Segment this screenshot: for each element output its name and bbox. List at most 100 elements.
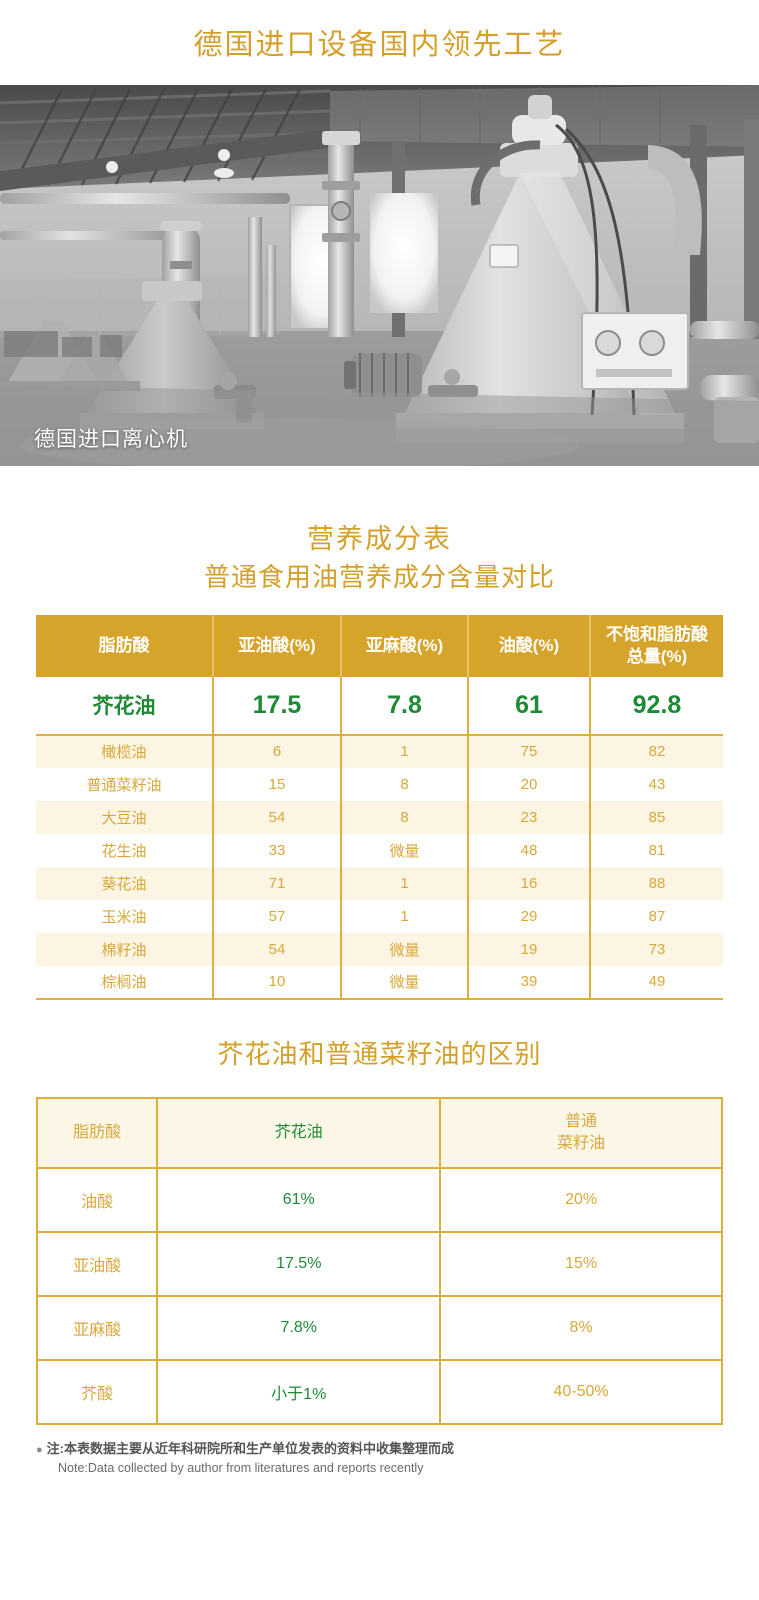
cell-linolenic: 1: [340, 899, 468, 933]
cell-canola-value: 7.8%: [156, 1294, 442, 1361]
factory-photo: 德国进口离心机: [0, 84, 759, 466]
footnote-chinese-text: 注:本表数据主要从近年科研院所和生产单位发表的资料中收集整理而成: [46, 1440, 454, 1456]
cell-oleic: 75: [467, 734, 590, 768]
compare-section-title: 芥花油和普通菜籽油的区别: [217, 1038, 542, 1069]
table-row: 花生油 33 微量 48 81: [36, 833, 723, 867]
footnote-chinese: ● 注:本表数据主要从近年科研院所和生产单位发表的资料中收集整理而成: [36, 1439, 723, 1459]
cell-linolenic: 1: [340, 734, 468, 768]
cell-linoleic: 54: [212, 800, 341, 834]
cell-unsaturated-total: 49: [589, 965, 723, 1000]
cell-canola-value: 61%: [156, 1166, 442, 1233]
cell-oil-name: 葵花油: [36, 866, 213, 900]
col-header-unsaturated-line1: 不饱和脂肪酸: [606, 625, 708, 645]
table-row: 大豆油 54 8 23 85: [36, 800, 723, 834]
compare-table: 脂肪酸 芥花油 普通 菜籽油 油酸 61% 20% 亚油酸 17.5%: [35, 1096, 723, 1425]
factory-centrifuge-illustration: [0, 84, 759, 466]
cell-linoleic: 15: [212, 767, 341, 801]
cell-fatty-acid-name: 芥酸: [35, 1358, 159, 1425]
cell-canola-value: 小于1%: [156, 1358, 442, 1425]
cell-oil-name: 普通菜籽油: [36, 767, 213, 801]
table-row: 亚麻酸 7.8% 8%: [35, 1294, 723, 1361]
page-title: 德国进口设备国内领先工艺: [193, 29, 566, 61]
cell-linoleic: 33: [212, 833, 341, 867]
cell-unsaturated-total: 88: [589, 866, 723, 900]
table-header-row: 脂肪酸 芥花油 普通 菜籽油: [35, 1096, 723, 1169]
cell-linoleic: 10: [212, 965, 341, 1000]
cell-fatty-acid-name: 油酸: [35, 1166, 159, 1233]
table-row: 普通菜籽油 15 8 20 43: [36, 767, 723, 801]
cell-rapeseed-value: 8%: [439, 1294, 723, 1361]
cell-oleic: 29: [467, 899, 590, 933]
compare-table-body: 油酸 61% 20% 亚油酸 17.5% 15% 亚麻酸 7.8% 8% 芥酸 …: [35, 1166, 723, 1425]
cell-rapeseed-value: 15%: [439, 1230, 723, 1297]
nutrition-title: 营养成分表: [307, 523, 452, 554]
cell-oil-name: 棕榈油: [36, 965, 213, 1000]
cell-linolenic: 1: [340, 866, 468, 900]
nutrition-table-head: 脂肪酸 亚油酸(%) 亚麻酸(%) 油酸(%) 不饱和脂肪酸 总量(%): [36, 614, 723, 677]
cell-oil-name: 棉籽油: [36, 932, 213, 966]
cell-linolenic: 微量: [340, 932, 468, 966]
nutrition-subtitle: 普通食用油营养成分含量对比: [203, 561, 555, 592]
cell-linoleic: 57: [212, 899, 341, 933]
cell-unsaturated-total: 43: [589, 767, 723, 801]
cell-linoleic: 6: [212, 734, 341, 768]
col-header-regular-line1: 普通: [565, 1113, 598, 1131]
footnote-block: ● 注:本表数据主要从近年科研院所和生产单位发表的资料中收集整理而成 Note:…: [0, 1425, 759, 1479]
cell-rapeseed-value: 20%: [439, 1166, 723, 1233]
cell-linolenic: 微量: [340, 965, 468, 1000]
cell-canola-value: 17.5%: [156, 1230, 442, 1297]
col-header-linolenic: 亚麻酸(%): [340, 614, 468, 677]
table-row: 葵花油 71 1 16 88: [36, 866, 723, 900]
nutrition-table: 脂肪酸 亚油酸(%) 亚麻酸(%) 油酸(%) 不饱和脂肪酸 总量(%) 芥花油…: [36, 614, 723, 1000]
cell-oil-name: 花生油: [36, 833, 213, 867]
cell-fatty-acid-name: 亚油酸: [35, 1230, 159, 1297]
cell-linoleic: 71: [212, 866, 341, 900]
table-header-row: 脂肪酸 亚油酸(%) 亚麻酸(%) 油酸(%) 不饱和脂肪酸 总量(%): [36, 614, 723, 677]
cell-oleic: 19: [467, 932, 590, 966]
table-row: 棉籽油 54 微量 19 73: [36, 932, 723, 966]
col-header-unsaturated-total: 不饱和脂肪酸 总量(%): [589, 614, 723, 677]
cell-linolenic: 8: [340, 800, 468, 834]
cell-linolenic: 7.8: [340, 676, 468, 736]
col-header-canola-oil: 芥花油: [156, 1096, 442, 1169]
table-row: 棕榈油 10 微量 39 49: [36, 965, 723, 1000]
photo-caption: 德国进口离心机: [34, 427, 188, 451]
cell-linolenic: 8: [340, 767, 468, 801]
col-header-unsaturated-line2: 总量(%): [626, 646, 688, 666]
col-header-regular-rapeseed-oil: 普通 菜籽油: [439, 1096, 723, 1169]
cell-linolenic: 微量: [340, 833, 468, 867]
cell-oleic: 16: [467, 866, 590, 900]
nutrition-table-wrapper: 脂肪酸 亚油酸(%) 亚麻酸(%) 油酸(%) 不饱和脂肪酸 总量(%) 芥花油…: [0, 614, 759, 1000]
table-row: 玉米油 57 1 29 87: [36, 899, 723, 933]
nutrition-section-heading: 营养成分表 普通食用油营养成分含量对比: [0, 466, 759, 615]
cell-oleic: 48: [467, 833, 590, 867]
compare-table-wrapper: 脂肪酸 芥花油 普通 菜籽油 油酸 61% 20% 亚油酸 17.5%: [0, 1096, 759, 1425]
cell-oil-name: 玉米油: [36, 899, 213, 933]
cell-oleic: 20: [467, 767, 590, 801]
table-row-highlight: 芥花油 17.5 7.8 61 92.8: [36, 676, 723, 736]
cell-linoleic: 54: [212, 932, 341, 966]
cell-unsaturated-total: 87: [589, 899, 723, 933]
footnote-english: Note:Data collected by author from liter…: [58, 1461, 424, 1476]
table-row: 橄榄油 6 1 75 82: [36, 734, 723, 768]
cell-unsaturated-total: 92.8: [589, 676, 723, 736]
cell-unsaturated-total: 85: [589, 800, 723, 834]
table-row: 芥酸 小于1% 40-50%: [35, 1358, 723, 1425]
cell-oil-name: 大豆油: [36, 800, 213, 834]
table-row: 亚油酸 17.5% 15%: [35, 1230, 723, 1297]
table-row: 油酸 61% 20%: [35, 1166, 723, 1233]
cell-rapeseed-value: 40-50%: [439, 1358, 723, 1425]
col-header-linoleic: 亚油酸(%): [212, 614, 341, 677]
cell-oleic: 23: [467, 800, 590, 834]
cell-oleic: 61: [467, 676, 590, 736]
cell-unsaturated-total: 73: [589, 932, 723, 966]
cell-fatty-acid-name: 亚麻酸: [35, 1294, 159, 1361]
cell-oil-name: 橄榄油: [36, 734, 213, 768]
cell-unsaturated-total: 81: [589, 833, 723, 867]
compare-table-head: 脂肪酸 芥花油 普通 菜籽油: [35, 1096, 723, 1169]
cell-oil-name: 芥花油: [36, 676, 213, 736]
bullet-icon: ●: [36, 1443, 43, 1456]
col-header-fatty-acid: 脂肪酸: [36, 614, 213, 677]
cell-linoleic: 17.5: [212, 676, 341, 736]
